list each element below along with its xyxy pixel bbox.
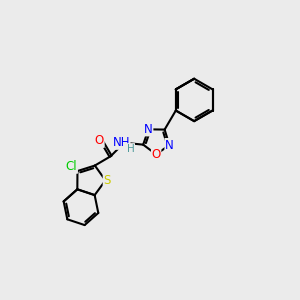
Text: H: H [127, 144, 134, 154]
Text: N: N [144, 123, 153, 136]
Text: O: O [152, 148, 161, 161]
Text: NH: NH [112, 136, 130, 149]
Text: O: O [95, 134, 104, 147]
Text: Cl: Cl [66, 160, 77, 173]
Text: N: N [165, 139, 174, 152]
Text: S: S [103, 174, 111, 187]
